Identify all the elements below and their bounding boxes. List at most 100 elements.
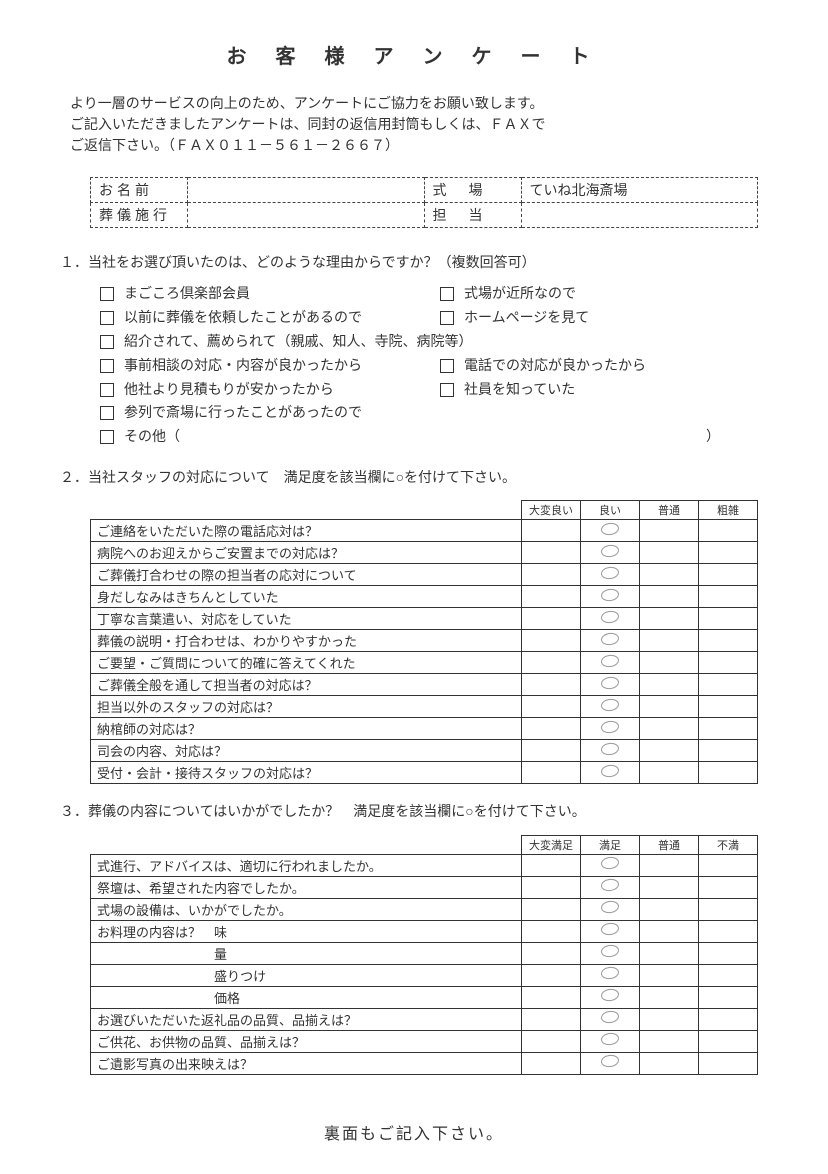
rating-cell[interactable] — [581, 854, 640, 876]
rating-cell[interactable] — [640, 740, 699, 762]
rating-cell[interactable] — [640, 986, 699, 1008]
checkbox-icon[interactable] — [440, 359, 454, 373]
rating-cell[interactable] — [640, 608, 699, 630]
rating-cell[interactable] — [581, 1030, 640, 1052]
rating-cell[interactable] — [581, 964, 640, 986]
rating-cell[interactable] — [640, 564, 699, 586]
rating-cell[interactable] — [581, 898, 640, 920]
rating-cell[interactable] — [640, 718, 699, 740]
rating-cell[interactable] — [581, 876, 640, 898]
rating-cell[interactable] — [522, 986, 581, 1008]
rating-cell[interactable] — [699, 564, 758, 586]
rating-cell[interactable] — [699, 964, 758, 986]
staff-field[interactable] — [521, 203, 758, 228]
rating-cell[interactable] — [522, 854, 581, 876]
rating-cell[interactable] — [581, 920, 640, 942]
rating-cell[interactable] — [640, 854, 699, 876]
q1-option[interactable]: 電話での対応が良かったから — [440, 355, 740, 379]
company-field[interactable] — [188, 203, 425, 228]
rating-cell[interactable] — [522, 1008, 581, 1030]
rating-cell[interactable] — [699, 854, 758, 876]
rating-cell[interactable] — [640, 1052, 699, 1074]
rating-cell[interactable] — [640, 674, 699, 696]
rating-cell[interactable] — [699, 1008, 758, 1030]
rating-cell[interactable] — [640, 876, 699, 898]
checkbox-icon[interactable] — [100, 383, 114, 397]
rating-cell[interactable] — [699, 762, 758, 784]
rating-cell[interactable] — [581, 652, 640, 674]
rating-cell[interactable] — [522, 630, 581, 652]
rating-cell[interactable] — [522, 898, 581, 920]
rating-cell[interactable] — [699, 986, 758, 1008]
rating-cell[interactable] — [699, 542, 758, 564]
rating-cell[interactable] — [581, 630, 640, 652]
rating-cell[interactable] — [699, 876, 758, 898]
rating-cell[interactable] — [581, 942, 640, 964]
rating-cell[interactable] — [522, 542, 581, 564]
rating-cell[interactable] — [640, 696, 699, 718]
rating-cell[interactable] — [640, 520, 699, 542]
rating-cell[interactable] — [640, 920, 699, 942]
rating-cell[interactable] — [522, 564, 581, 586]
q1-option[interactable]: 式場が近所なので — [440, 283, 740, 307]
checkbox-icon[interactable] — [100, 406, 114, 420]
checkbox-icon[interactable] — [440, 311, 454, 325]
rating-cell[interactable] — [699, 652, 758, 674]
rating-cell[interactable] — [581, 740, 640, 762]
rating-cell[interactable] — [581, 674, 640, 696]
rating-cell[interactable] — [522, 652, 581, 674]
rating-cell[interactable] — [581, 608, 640, 630]
q1-option[interactable]: まごころ倶楽部会員 — [100, 283, 440, 307]
rating-cell[interactable] — [522, 942, 581, 964]
q1-option[interactable]: 参列で斎場に行ったことがあったので — [100, 402, 440, 426]
checkbox-icon[interactable] — [440, 383, 454, 397]
q1-option[interactable]: 事前相談の対応・内容が良かったから — [100, 355, 440, 379]
rating-cell[interactable] — [699, 586, 758, 608]
rating-cell[interactable] — [522, 696, 581, 718]
rating-cell[interactable] — [699, 920, 758, 942]
rating-cell[interactable] — [581, 762, 640, 784]
rating-cell[interactable] — [699, 1030, 758, 1052]
rating-cell[interactable] — [522, 586, 581, 608]
rating-cell[interactable] — [522, 520, 581, 542]
rating-cell[interactable] — [699, 1052, 758, 1074]
rating-cell[interactable] — [522, 876, 581, 898]
rating-cell[interactable] — [522, 762, 581, 784]
rating-cell[interactable] — [699, 674, 758, 696]
rating-cell[interactable] — [640, 898, 699, 920]
rating-cell[interactable] — [640, 586, 699, 608]
rating-cell[interactable] — [699, 696, 758, 718]
rating-cell[interactable] — [581, 520, 640, 542]
rating-cell[interactable] — [581, 542, 640, 564]
rating-cell[interactable] — [699, 630, 758, 652]
q1-option[interactable]: 社員を知っていた — [440, 379, 740, 403]
checkbox-icon[interactable] — [100, 335, 114, 349]
q1-option[interactable]: 以前に葬儀を依頼したことがあるので — [100, 307, 440, 331]
rating-cell[interactable] — [640, 542, 699, 564]
q1-option[interactable]: ホームページを見て — [440, 307, 740, 331]
checkbox-icon[interactable] — [440, 287, 454, 301]
checkbox-icon[interactable] — [100, 287, 114, 301]
rating-cell[interactable] — [640, 942, 699, 964]
rating-cell[interactable] — [581, 1052, 640, 1074]
rating-cell[interactable] — [581, 696, 640, 718]
rating-cell[interactable] — [699, 740, 758, 762]
rating-cell[interactable] — [640, 630, 699, 652]
rating-cell[interactable] — [522, 920, 581, 942]
rating-cell[interactable] — [522, 674, 581, 696]
rating-cell[interactable] — [581, 986, 640, 1008]
q1-option[interactable]: 他社より見積もりが安かったから — [100, 379, 440, 403]
rating-cell[interactable] — [640, 964, 699, 986]
rating-cell[interactable] — [640, 652, 699, 674]
rating-cell[interactable] — [581, 586, 640, 608]
rating-cell[interactable] — [522, 1030, 581, 1052]
rating-cell[interactable] — [522, 1052, 581, 1074]
rating-cell[interactable] — [640, 1008, 699, 1030]
rating-cell[interactable] — [640, 762, 699, 784]
rating-cell[interactable] — [699, 718, 758, 740]
rating-cell[interactable] — [581, 718, 640, 740]
checkbox-icon[interactable] — [100, 311, 114, 325]
rating-cell[interactable] — [640, 1030, 699, 1052]
rating-cell[interactable] — [699, 608, 758, 630]
rating-cell[interactable] — [522, 718, 581, 740]
